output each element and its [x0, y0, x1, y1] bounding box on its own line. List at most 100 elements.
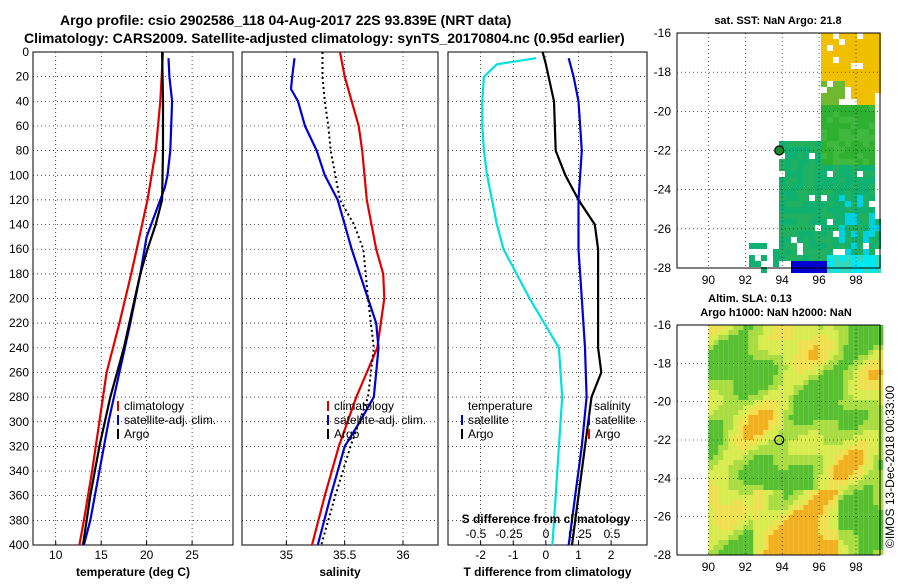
sla-cell — [723, 400, 729, 405]
sla-cell — [728, 385, 734, 390]
sla-cell — [728, 525, 734, 530]
sla-cell — [733, 365, 739, 370]
sst-cell — [809, 225, 815, 231]
sla-cell — [788, 525, 794, 530]
sst-cell — [869, 123, 875, 129]
sst-cell — [797, 153, 803, 159]
sla-cell — [723, 520, 729, 525]
sst-cell — [839, 237, 845, 243]
sla-cell — [803, 460, 809, 465]
sla-cell — [713, 350, 719, 355]
sla-cell — [868, 330, 874, 335]
sla-cell — [818, 420, 824, 425]
sla-cell — [713, 495, 719, 500]
y-tick-label: -18 — [654, 356, 672, 370]
series-line-s-satellite — [567, 57, 588, 546]
sst-cell — [773, 261, 779, 267]
legend-entry-temperature: satellite — [468, 413, 509, 427]
sla-cell — [863, 350, 869, 355]
sla-cell — [823, 420, 829, 425]
sla-cell — [858, 375, 864, 380]
sla-cell — [783, 410, 789, 415]
sla-cell — [713, 525, 719, 530]
sla-cell — [873, 545, 879, 550]
sla-cell — [758, 530, 764, 535]
sla-cell — [778, 485, 784, 490]
sst-cell — [803, 213, 809, 219]
sst-cell — [827, 33, 833, 39]
sla-cell — [773, 515, 779, 520]
sla-cell — [798, 375, 804, 380]
sla-cell — [823, 540, 829, 545]
sla-cell — [878, 410, 884, 415]
sla-cell — [838, 445, 844, 450]
sst-cell — [803, 171, 809, 177]
sla-cell — [838, 510, 844, 515]
sla-cell — [873, 465, 879, 470]
sla-cell — [748, 325, 754, 330]
sst-cell — [833, 255, 839, 261]
sst-cell — [839, 267, 845, 273]
sla-cell — [733, 540, 739, 545]
sla-cell — [838, 455, 844, 460]
sst-cell — [827, 201, 833, 207]
sla-cell — [758, 350, 764, 355]
sla-cell — [713, 485, 719, 490]
sst-cell — [827, 183, 833, 189]
sla-cell — [708, 405, 714, 410]
sst-cell — [845, 231, 851, 237]
sla-cell — [863, 460, 869, 465]
sst-cell — [791, 219, 797, 225]
sla-cell — [748, 470, 754, 475]
sst-cell — [857, 111, 863, 117]
sla-cell — [828, 535, 834, 540]
sla-cell — [788, 485, 794, 490]
sla-cell — [743, 540, 749, 545]
sla-cell — [753, 385, 759, 390]
sla-cell — [728, 460, 734, 465]
sla-cell — [743, 385, 749, 390]
sla-cell — [853, 480, 859, 485]
sla-cell — [783, 435, 789, 440]
sst-cell — [797, 183, 803, 189]
sla-cell — [713, 435, 719, 440]
sla-cell — [748, 495, 754, 500]
sst-cell — [797, 261, 803, 267]
sla-cell — [873, 370, 879, 375]
sla-cell — [863, 405, 869, 410]
sst-cell — [845, 267, 851, 273]
sla-cell — [748, 360, 754, 365]
sla-cell — [808, 410, 814, 415]
sla-cell — [858, 465, 864, 470]
sla-cell — [818, 460, 824, 465]
sla-cell — [813, 525, 819, 530]
sla-cell — [723, 550, 729, 555]
sla-cell — [853, 465, 859, 470]
sla-cell — [798, 330, 804, 335]
sla-cell — [713, 405, 719, 410]
sst-cell — [797, 165, 803, 171]
sst-cell — [869, 189, 875, 195]
sla-cell — [808, 435, 814, 440]
x-tick-label: 92 — [739, 273, 753, 287]
sla-cell — [818, 340, 824, 345]
sst-cell — [815, 261, 821, 267]
sla-cell — [818, 485, 824, 490]
sla-cell — [818, 325, 824, 330]
sla-cell — [763, 480, 769, 485]
sla-cell — [763, 445, 769, 450]
sla-cell — [858, 515, 864, 520]
sst-cell — [863, 123, 869, 129]
sla-cell — [768, 430, 774, 435]
sla-cell — [798, 390, 804, 395]
sla-cell — [803, 420, 809, 425]
sst-cell — [863, 141, 869, 147]
sst-cell — [863, 147, 869, 153]
sla-cell — [723, 350, 729, 355]
sst-cell — [839, 57, 845, 63]
sst-cell — [845, 141, 851, 147]
sla-cell — [738, 410, 744, 415]
sst-cell — [857, 153, 863, 159]
sst-cell — [833, 135, 839, 141]
sla-cell — [838, 515, 844, 520]
